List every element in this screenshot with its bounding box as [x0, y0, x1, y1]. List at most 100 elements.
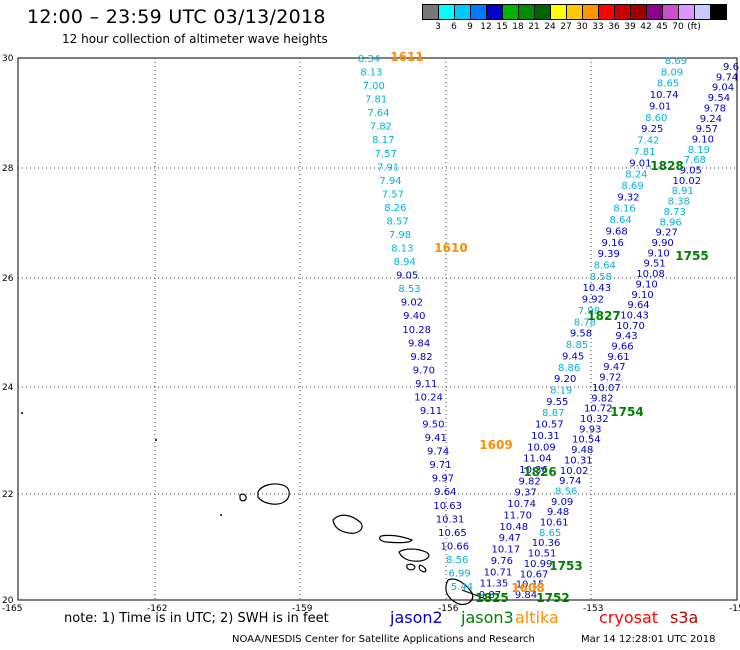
wave-height-value: 10.48 [499, 522, 528, 533]
wave-height-value: 9.40 [403, 311, 425, 322]
wave-height-value: 11.70 [503, 510, 532, 521]
island-outline [332, 514, 363, 534]
wave-height-value: 10.36 [519, 465, 548, 476]
wave-height-value: 8.13 [360, 68, 382, 79]
color-tick-label: 39 [624, 22, 636, 32]
pass-time-label: 1754 [610, 405, 643, 419]
wave-height-value: 9.78 [704, 103, 726, 114]
wave-height-value: 8.94 [394, 257, 416, 268]
color-tick-label: 9 [467, 22, 473, 32]
wave-height-value: 7.00 [363, 81, 385, 92]
wave-height-value: 9.70 [413, 365, 435, 376]
wave-height-value: 8.19 [550, 385, 572, 396]
wave-height-value: 8.87 [542, 408, 564, 419]
wave-height-value: 9.64 [627, 300, 649, 311]
credit-line: NOAA/NESDIS Center for Satellite Applica… [232, 634, 535, 645]
wave-height-value: 9.01 [629, 158, 651, 169]
wave-height-value: 9.58 [570, 329, 592, 340]
pass-time-label: 1755 [675, 249, 708, 263]
wave-height-value: 9.92 [582, 295, 604, 306]
wave-height-value: 9.68 [606, 226, 628, 237]
island-outline [398, 548, 430, 562]
wave-height-value: 10.31 [531, 431, 560, 442]
wave-height-value: 8.17 [372, 135, 394, 146]
wave-height-value: 8.69 [621, 181, 643, 192]
wave-height-value: 9.02 [401, 298, 423, 309]
wave-height-value: 7.57 [382, 189, 404, 200]
pass-time-label: 1753 [549, 559, 582, 573]
wave-height-value: 7.94 [379, 176, 401, 187]
wave-height-value: 9.41 [425, 433, 447, 444]
color-tick-label: 21 [528, 22, 540, 32]
wave-height-value: 9.57 [696, 124, 718, 135]
latitude-label: 26 [2, 274, 14, 284]
wave-height-value: 9.20 [554, 374, 576, 385]
wave-height-value: 9.82 [591, 393, 613, 404]
wave-height-value: 10.63 [433, 501, 462, 512]
wave-height-value: 6.99 [448, 568, 470, 579]
color-tick-label: 45 [656, 22, 668, 32]
latitude-label: 30 [2, 54, 14, 64]
wave-height-value: 9.66 [611, 342, 633, 353]
island-outline [379, 534, 413, 544]
wave-height-value: 9.45 [562, 351, 584, 362]
wave-height-value: 9.6 [723, 62, 739, 73]
legend-item-altika: altika [515, 608, 559, 627]
wave-height-value: 9.27 [656, 228, 678, 239]
wave-height-value: 8.13 [391, 244, 413, 255]
wave-height-value: 9.87 [479, 590, 501, 601]
color-tick-label: 70 [672, 22, 684, 32]
wave-height-value: 9.24 [700, 114, 722, 125]
wave-height-value: 8.26 [384, 203, 406, 214]
pass-time-label: 1609 [479, 438, 512, 452]
legend-item-s3a: s3a [670, 608, 699, 627]
wave-height-value: 8.09 [661, 67, 683, 78]
wave-height-value: 9.72 [599, 373, 621, 384]
wave-height-value: 10.67 [520, 569, 549, 580]
wave-height-value: 9.10 [635, 279, 657, 290]
wave-height-value: 9.05 [396, 271, 418, 282]
wave-height-value: 5.44 [451, 582, 473, 593]
wave-height-value: 9.10 [648, 248, 670, 259]
latitude-label: 28 [2, 164, 14, 174]
wave-height-value: 9.71 [429, 460, 451, 471]
wave-height-value: 8.24 [625, 170, 647, 181]
wave-height-value: 10.17 [492, 545, 521, 556]
wave-height-value: 10.24 [414, 392, 443, 403]
wave-height-value: 10.54 [572, 435, 601, 446]
islet-dot [155, 439, 157, 441]
wave-height-value: 10.72 [584, 404, 613, 415]
wave-height-value: 9.84 [515, 590, 537, 601]
wave-height-value: 10.31 [436, 514, 465, 525]
wave-height-value: 10.51 [528, 549, 557, 560]
wave-height-value: 9.01 [649, 101, 671, 112]
wave-height-value: 8.96 [660, 217, 682, 228]
color-tick-label: 18 [512, 22, 524, 32]
wave-height-value: 9.05 [680, 166, 702, 177]
color-tick-label: 27 [560, 22, 572, 32]
wave-height-value: 10.65 [438, 528, 467, 539]
wave-height-value: 10.08 [636, 269, 665, 280]
wave-height-value: 9.04 [712, 83, 734, 94]
wave-height-value: 9.93 [579, 424, 601, 435]
wave-height-value: 10.36 [532, 538, 561, 549]
longitude-label: -153 [583, 604, 603, 614]
wave-height-value: 10.02 [672, 176, 701, 187]
pass-time-label: 1827 [587, 309, 620, 323]
wave-height-value: 8.57 [386, 216, 408, 227]
legend-item-cryosat: cryosat [599, 608, 659, 627]
pass-time-label: 1828 [650, 159, 683, 173]
color-tick-label: 36 [608, 22, 620, 32]
island-outline [418, 564, 427, 573]
wave-height-value: 10.02 [560, 466, 589, 477]
wave-height-value: 8.73 [664, 207, 686, 218]
color-tick-label: 30 [576, 22, 588, 32]
island-outline [445, 578, 474, 605]
wave-height-value: 7.98 [578, 306, 600, 317]
wave-height-value: 9.82 [518, 476, 540, 487]
wave-height-value: 9.43 [615, 331, 637, 342]
wave-height-value: 8.91 [672, 186, 694, 197]
legend-item-jason2: jason2 [390, 608, 443, 627]
wave-height-value: 8.86 [558, 363, 580, 374]
longitude-label: -156 [438, 604, 459, 614]
